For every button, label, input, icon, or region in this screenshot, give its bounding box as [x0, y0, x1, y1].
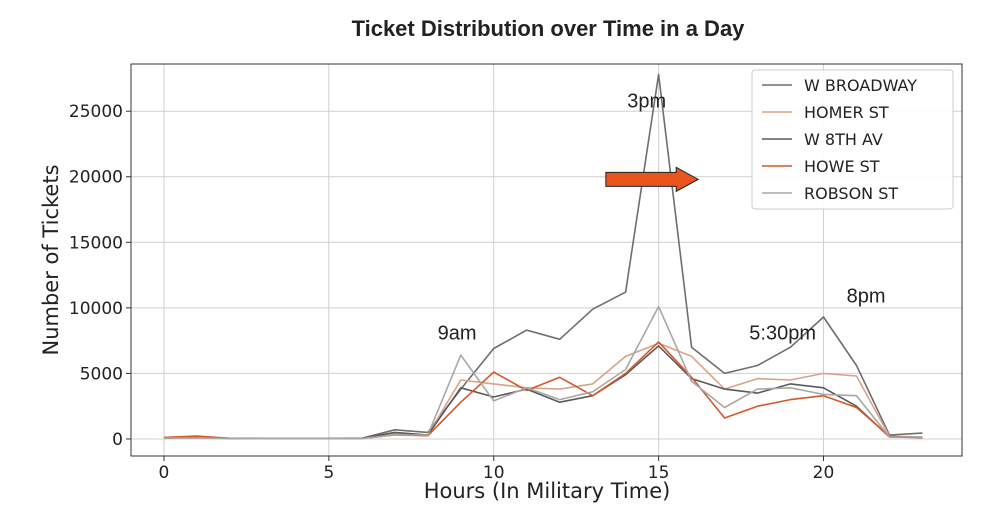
- legend: W BROADWAY HOMER ST W 8TH AV HOWE ST ROBSON …: [751, 69, 954, 210]
- annotations: 3pm 9am 5:30pm 8pm: [438, 90, 886, 344]
- series-line-w-8th-av: [163, 345, 923, 440]
- y-tick-label: 25000: [69, 102, 123, 122]
- legend-label-homer-st: HOMER ST: [804, 103, 889, 122]
- y-axis-label: Number of Tickets: [39, 164, 63, 355]
- y-tick-label: 10000: [69, 299, 123, 319]
- annotation-label: 8pm: [847, 286, 886, 308]
- legend-box: [751, 69, 954, 210]
- y-axis-ticks: 0 5000 10000 15000 20000 25000: [69, 102, 131, 450]
- y-tick-label: 20000: [69, 168, 123, 188]
- annotation-label: 9am: [438, 322, 477, 344]
- series-line-howe-st: [163, 341, 923, 440]
- arrow-marker: [605, 166, 700, 193]
- x-tick-label: 5: [323, 463, 334, 483]
- legend-label-howe-st: HOWE ST: [804, 157, 880, 176]
- plot-frame: [130, 63, 963, 457]
- y-tick-label: 0: [112, 430, 123, 450]
- x-tick-label: 0: [159, 463, 170, 483]
- x-axis-label: Hours (In Military Time): [424, 479, 671, 503]
- x-tick-label: 20: [813, 463, 835, 483]
- annotation-label: 3pm: [627, 90, 666, 112]
- right-arrow-icon: [605, 166, 700, 193]
- annotation-label: 5:30pm: [749, 322, 816, 344]
- legend-label-w-8th-av: W 8TH AV: [804, 130, 883, 149]
- x-axis-ticks: 0 5 10 15 20: [159, 456, 835, 483]
- legend-label-robson-st: ROBSON ST: [804, 184, 898, 203]
- legend-label-w-broadway: W BROADWAY: [804, 76, 917, 95]
- chart-title: Ticket Distribution over Time in a Day: [352, 16, 746, 41]
- series-lines: [163, 73, 923, 440]
- x-tick-label: 10: [483, 463, 505, 483]
- x-tick-label: 15: [648, 463, 670, 483]
- series-line-robson-st: [163, 305, 923, 440]
- y-tick-label: 5000: [80, 364, 123, 384]
- y-tick-label: 15000: [69, 233, 123, 253]
